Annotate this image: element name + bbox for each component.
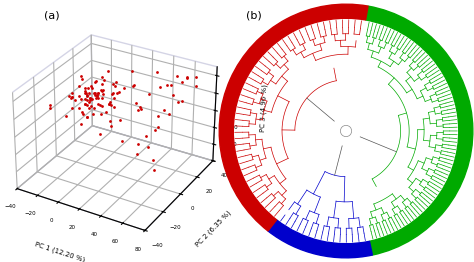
Wedge shape <box>268 220 373 258</box>
Circle shape <box>340 125 352 137</box>
Text: (b): (b) <box>246 10 262 20</box>
Y-axis label: PC 2 (6.35 %): PC 2 (6.35 %) <box>194 209 232 248</box>
Text: (a): (a) <box>45 10 60 20</box>
Wedge shape <box>219 4 368 231</box>
X-axis label: PC 1 (12.20 %): PC 1 (12.20 %) <box>34 241 85 262</box>
Wedge shape <box>365 6 473 255</box>
